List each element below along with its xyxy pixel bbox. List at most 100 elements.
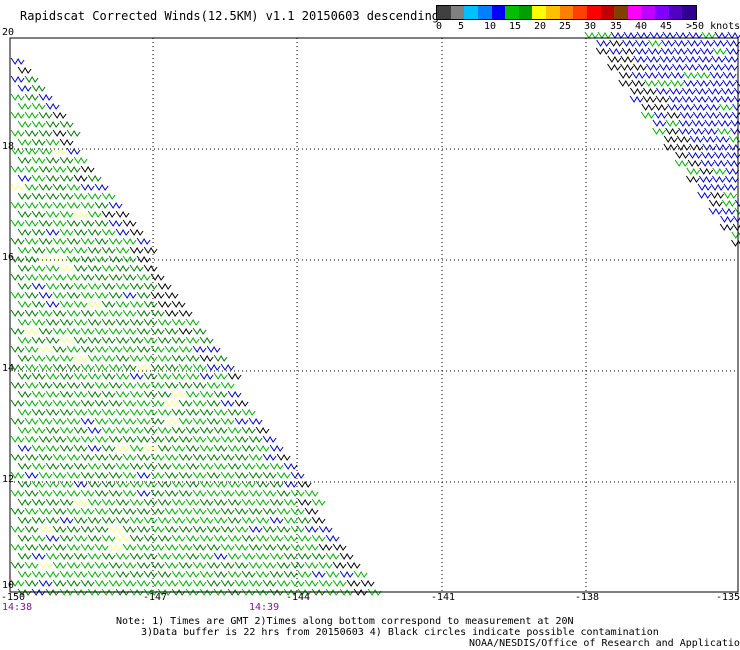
wind-barb <box>185 318 200 326</box>
wind-barb <box>269 534 284 542</box>
wind-barb <box>73 156 88 164</box>
wind-barb <box>610 31 625 39</box>
wind-barb <box>108 237 123 245</box>
wind-barb <box>66 435 81 443</box>
wind-barb <box>199 372 214 380</box>
wind-barb <box>262 435 277 443</box>
wind-barb <box>199 516 214 524</box>
wind-barb <box>87 570 102 578</box>
wind-barb <box>727 151 740 159</box>
colorbar-segment <box>600 6 615 19</box>
wind-barb <box>227 390 242 398</box>
wind-barb <box>136 525 151 533</box>
wind-barb <box>721 199 736 207</box>
note-line-2: 3)Data buffer is 22 hrs from 20150603 4)… <box>141 627 659 638</box>
wind-barb <box>80 543 95 551</box>
wind-barb <box>673 47 688 55</box>
wind-barb <box>220 489 235 497</box>
wind-barb <box>171 390 186 398</box>
wind-barb <box>24 453 39 461</box>
wind-barb <box>192 363 207 371</box>
wind-barb <box>220 471 235 479</box>
wind-barb <box>10 219 25 227</box>
wind-barb <box>714 31 729 39</box>
wind-barb <box>157 408 172 416</box>
wind-barb <box>157 552 172 560</box>
wind-barb <box>17 354 32 362</box>
wind-barb <box>199 408 214 416</box>
wind-barb <box>108 273 123 281</box>
wind-barb <box>101 282 116 290</box>
wind-barb <box>66 183 81 191</box>
wind-barb <box>129 588 144 596</box>
wind-barb <box>642 95 657 103</box>
wind-barb <box>108 417 123 425</box>
wind-barb <box>10 327 25 335</box>
wind-barb <box>136 237 151 245</box>
wind-barb <box>24 417 39 425</box>
wind-barb <box>66 273 81 281</box>
wind-barb <box>24 471 39 479</box>
wind-barb <box>171 444 186 452</box>
wind-barb <box>66 327 81 335</box>
wind-barb <box>73 282 88 290</box>
wind-barb <box>660 47 675 55</box>
wind-barb <box>185 354 200 362</box>
colorbar-label: 45 <box>660 21 673 32</box>
wind-barb <box>10 489 25 497</box>
wind-barb <box>129 282 144 290</box>
note-credit: NOAA/NESDIS/Office of Research and Appli… <box>469 638 740 649</box>
wind-barb <box>192 381 207 389</box>
wind-barb <box>24 147 39 155</box>
wind-barb <box>712 167 727 175</box>
wind-barb <box>66 237 81 245</box>
lon-label-150: -150 <box>1 592 26 603</box>
wind-barb <box>346 561 361 569</box>
wind-barb <box>115 444 130 452</box>
colorbar-segment <box>586 6 601 19</box>
wind-barb <box>667 103 682 111</box>
wind-barb <box>17 264 32 272</box>
wind-barb <box>227 516 242 524</box>
wind-barb <box>241 426 256 434</box>
wind-barb <box>122 381 137 389</box>
wind-barb <box>654 103 669 111</box>
wind-barb <box>87 174 102 182</box>
wind-barb <box>94 327 109 335</box>
wind-barb <box>150 543 165 551</box>
wind-barb <box>711 175 726 183</box>
wind-barb <box>31 390 46 398</box>
wind-barb <box>10 381 25 389</box>
wind-barb <box>199 354 214 362</box>
wind-barb <box>101 588 116 596</box>
wind-barb <box>269 480 284 488</box>
wind-barb <box>143 390 158 398</box>
wind-barb <box>94 453 109 461</box>
wind-barb <box>688 151 702 159</box>
wind-barb <box>10 309 25 317</box>
wind-barb <box>115 552 130 560</box>
wind-barb <box>45 480 60 488</box>
wind-barb <box>655 95 670 103</box>
wind-barb <box>171 570 186 578</box>
wind-barb <box>262 561 277 569</box>
wind-barb <box>714 151 728 159</box>
wind-barb <box>719 223 734 231</box>
wind-barb <box>657 71 672 79</box>
wind-barb <box>713 39 728 47</box>
wind-barb <box>136 381 151 389</box>
wind-barb <box>318 561 333 569</box>
wind-barb <box>290 561 305 569</box>
wind-barb <box>45 264 60 272</box>
wind-barb <box>164 453 179 461</box>
wind-barb <box>122 543 137 551</box>
wind-barb <box>115 570 130 578</box>
wind-barb <box>206 363 221 371</box>
wind-barb <box>178 525 193 533</box>
wind-barb <box>629 95 644 103</box>
wind-barb <box>31 372 46 380</box>
wind-barb <box>122 489 137 497</box>
colorbar-label: 35 <box>610 21 623 32</box>
wind-barb <box>52 543 67 551</box>
wind-barb <box>24 183 39 191</box>
